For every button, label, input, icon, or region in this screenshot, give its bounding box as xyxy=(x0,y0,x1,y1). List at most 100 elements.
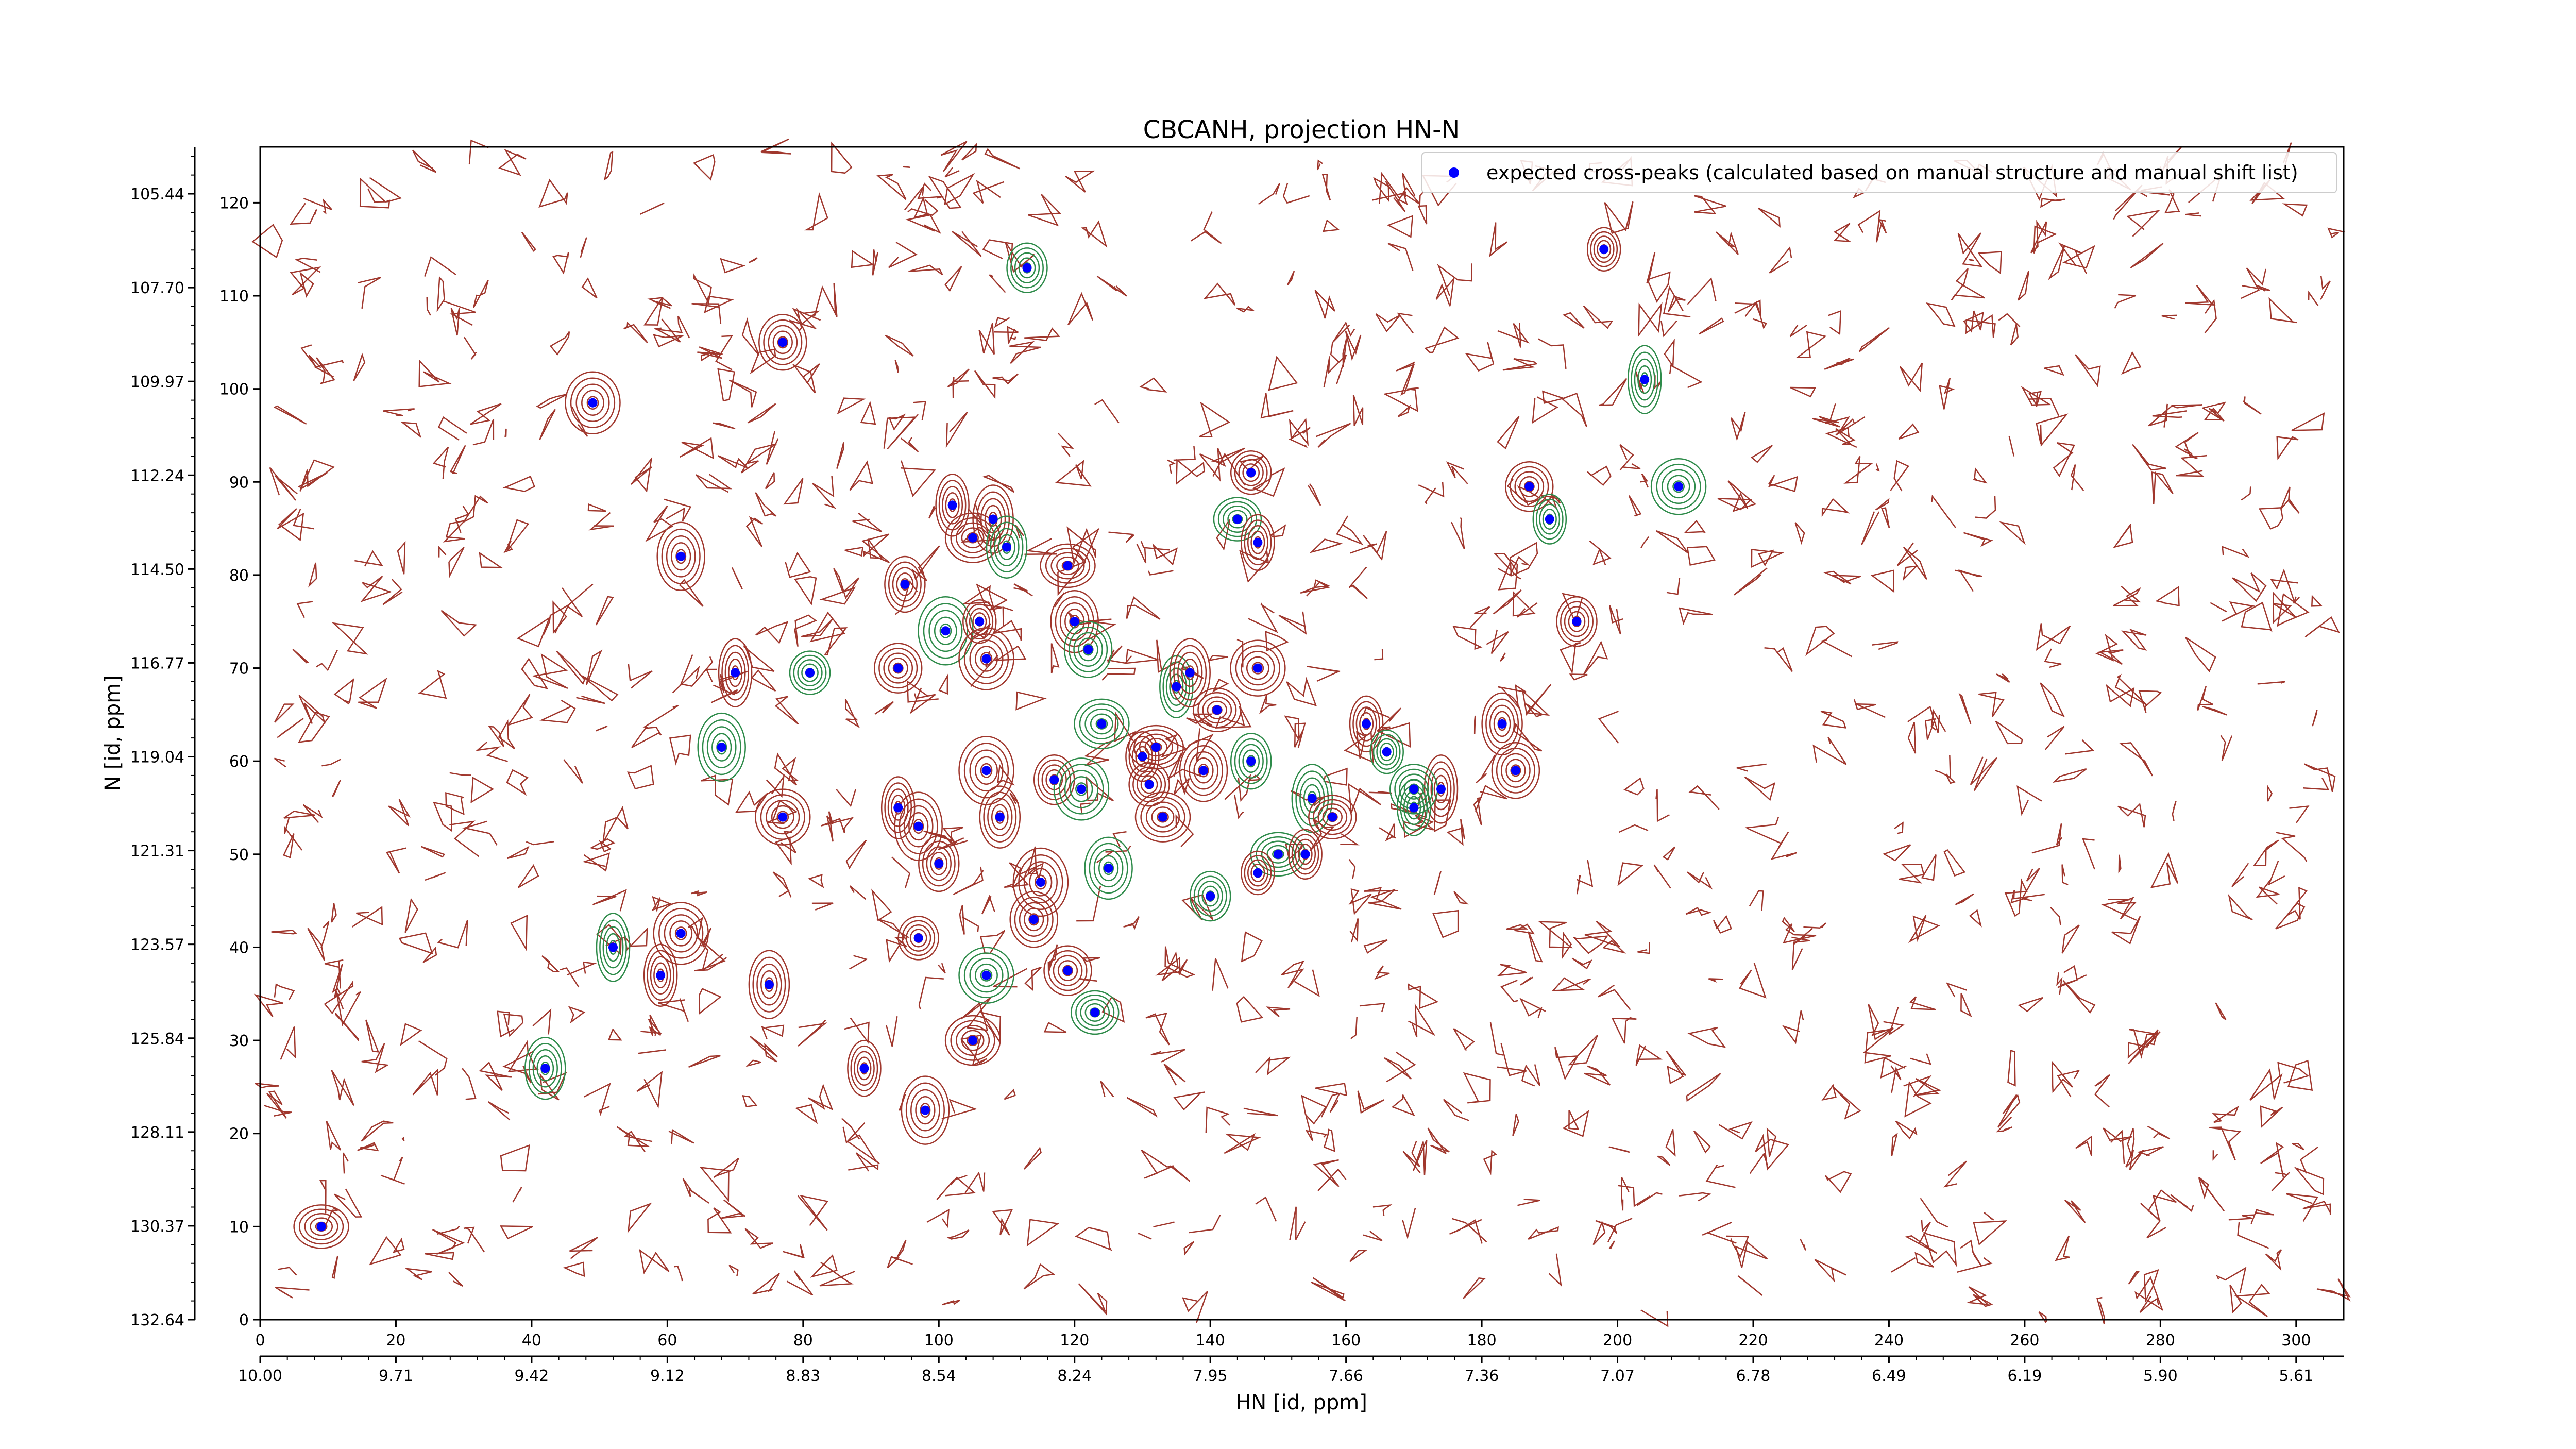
noise-contour xyxy=(1173,1091,1205,1111)
noise-contour xyxy=(2110,1130,2125,1164)
noise-contour xyxy=(720,258,746,274)
noise-contour xyxy=(741,317,760,356)
noise-contour xyxy=(1435,277,1455,307)
noise-contour xyxy=(1512,591,1536,617)
noise-contour xyxy=(1203,211,1222,244)
noise-contour xyxy=(2053,442,2075,477)
noise-contour xyxy=(980,1012,1002,1044)
noise-contour xyxy=(643,297,664,326)
noise-contour xyxy=(388,799,411,827)
noise-contour xyxy=(1870,569,1895,593)
noise-contour xyxy=(1795,331,1827,358)
noise-contour xyxy=(731,567,743,589)
noise-contour xyxy=(745,1059,761,1067)
cross-peak-marker xyxy=(1273,849,1283,859)
noise-contour xyxy=(1500,980,1519,1003)
noise-contour xyxy=(1348,888,1372,916)
noise-contour xyxy=(1286,677,1317,706)
noise-contour xyxy=(755,492,777,517)
noise-contour xyxy=(994,646,1027,661)
noise-contour xyxy=(2292,1143,2304,1151)
noise-contour xyxy=(651,896,672,913)
noise-contour xyxy=(1921,854,1937,881)
noise-contour xyxy=(1212,678,1229,693)
noise-contour xyxy=(1895,1120,1918,1140)
noise-contour xyxy=(465,1227,485,1253)
noise-contour xyxy=(1398,187,1421,205)
noise-contour xyxy=(1348,566,1368,599)
noise-contour xyxy=(2062,245,2095,269)
noise-contour xyxy=(592,889,627,912)
noise-contour xyxy=(1342,338,1347,367)
noise-contour xyxy=(851,250,875,268)
noise-contour xyxy=(357,1142,379,1152)
noise-contour xyxy=(2031,823,2063,854)
noise-contour xyxy=(1592,1220,1606,1245)
noise-contour xyxy=(852,512,883,533)
noise-contour xyxy=(1769,246,1792,274)
noise-contour xyxy=(1241,931,1263,963)
noise-contour xyxy=(1402,1208,1416,1240)
noise-contour xyxy=(1972,1294,1993,1307)
cross-peak-marker xyxy=(778,812,788,822)
noise-contour xyxy=(277,1267,297,1276)
noise-contour xyxy=(1498,559,1518,591)
noise-contour xyxy=(290,266,321,295)
noise-contour xyxy=(1517,1199,1540,1206)
noise-contour xyxy=(900,437,919,452)
noise-contour xyxy=(295,258,321,273)
noise-contour xyxy=(360,576,393,602)
secondary-y-tick-label: 128.11 xyxy=(130,1124,184,1142)
x-tick-label: 300 xyxy=(2281,1332,2311,1350)
noise-contour xyxy=(1402,1141,1421,1173)
noise-contour xyxy=(944,167,960,178)
noise-contour xyxy=(1657,1155,1671,1166)
noise-contour xyxy=(1286,271,1295,285)
noise-contour xyxy=(1315,423,1351,448)
noise-contour xyxy=(831,141,853,174)
noise-contour xyxy=(1640,1309,1669,1327)
noise-contour xyxy=(1078,1283,1108,1316)
noise-contour xyxy=(1320,1092,1341,1118)
noise-contour xyxy=(422,947,437,963)
noise-contour xyxy=(255,1082,279,1089)
secondary-x-tick-label: 9.42 xyxy=(515,1367,549,1385)
noise-contour xyxy=(1332,321,1355,343)
noise-contour xyxy=(437,416,467,441)
noise-contour xyxy=(1899,864,1925,884)
noise-contour xyxy=(2316,1278,2351,1302)
cross-peak-marker xyxy=(1545,514,1554,524)
noise-contour xyxy=(1907,722,1917,754)
cross-peak-marker xyxy=(1036,878,1045,887)
cross-peak-marker xyxy=(764,980,774,989)
noise-contour xyxy=(1584,920,1620,948)
noise-contour xyxy=(2010,324,2019,346)
noise-contour xyxy=(1520,976,1533,986)
noise-contour xyxy=(959,905,965,935)
noise-contour xyxy=(1408,1003,1436,1038)
noise-contour xyxy=(418,359,452,387)
legend-marker xyxy=(1449,167,1459,178)
peak-contour xyxy=(1586,227,1621,272)
cross-peak-marker xyxy=(995,812,1005,822)
noise-contour xyxy=(1258,183,1280,205)
noise-contour xyxy=(1443,1099,1469,1121)
noise-contour xyxy=(860,401,876,425)
noise-contour xyxy=(691,303,722,324)
noise-contour xyxy=(1521,1064,1541,1087)
noise-contour xyxy=(2030,220,2047,254)
noise-contour xyxy=(809,611,845,643)
cross-peak-marker xyxy=(947,500,957,510)
noise-contour xyxy=(302,804,323,823)
noise-contour xyxy=(1568,1110,1580,1130)
noise-contour xyxy=(335,991,361,1026)
secondary-y-tick-label: 132.64 xyxy=(130,1311,184,1329)
noise-contour xyxy=(2258,507,2283,530)
noise-contour xyxy=(1583,305,1614,329)
noise-contour xyxy=(556,650,586,685)
noise-contour xyxy=(351,906,383,928)
secondary-x-tick-label: 6.19 xyxy=(2007,1367,2042,1385)
noise-contour xyxy=(418,670,447,699)
noise-contour xyxy=(1289,417,1309,446)
noise-contour xyxy=(2220,735,2233,761)
